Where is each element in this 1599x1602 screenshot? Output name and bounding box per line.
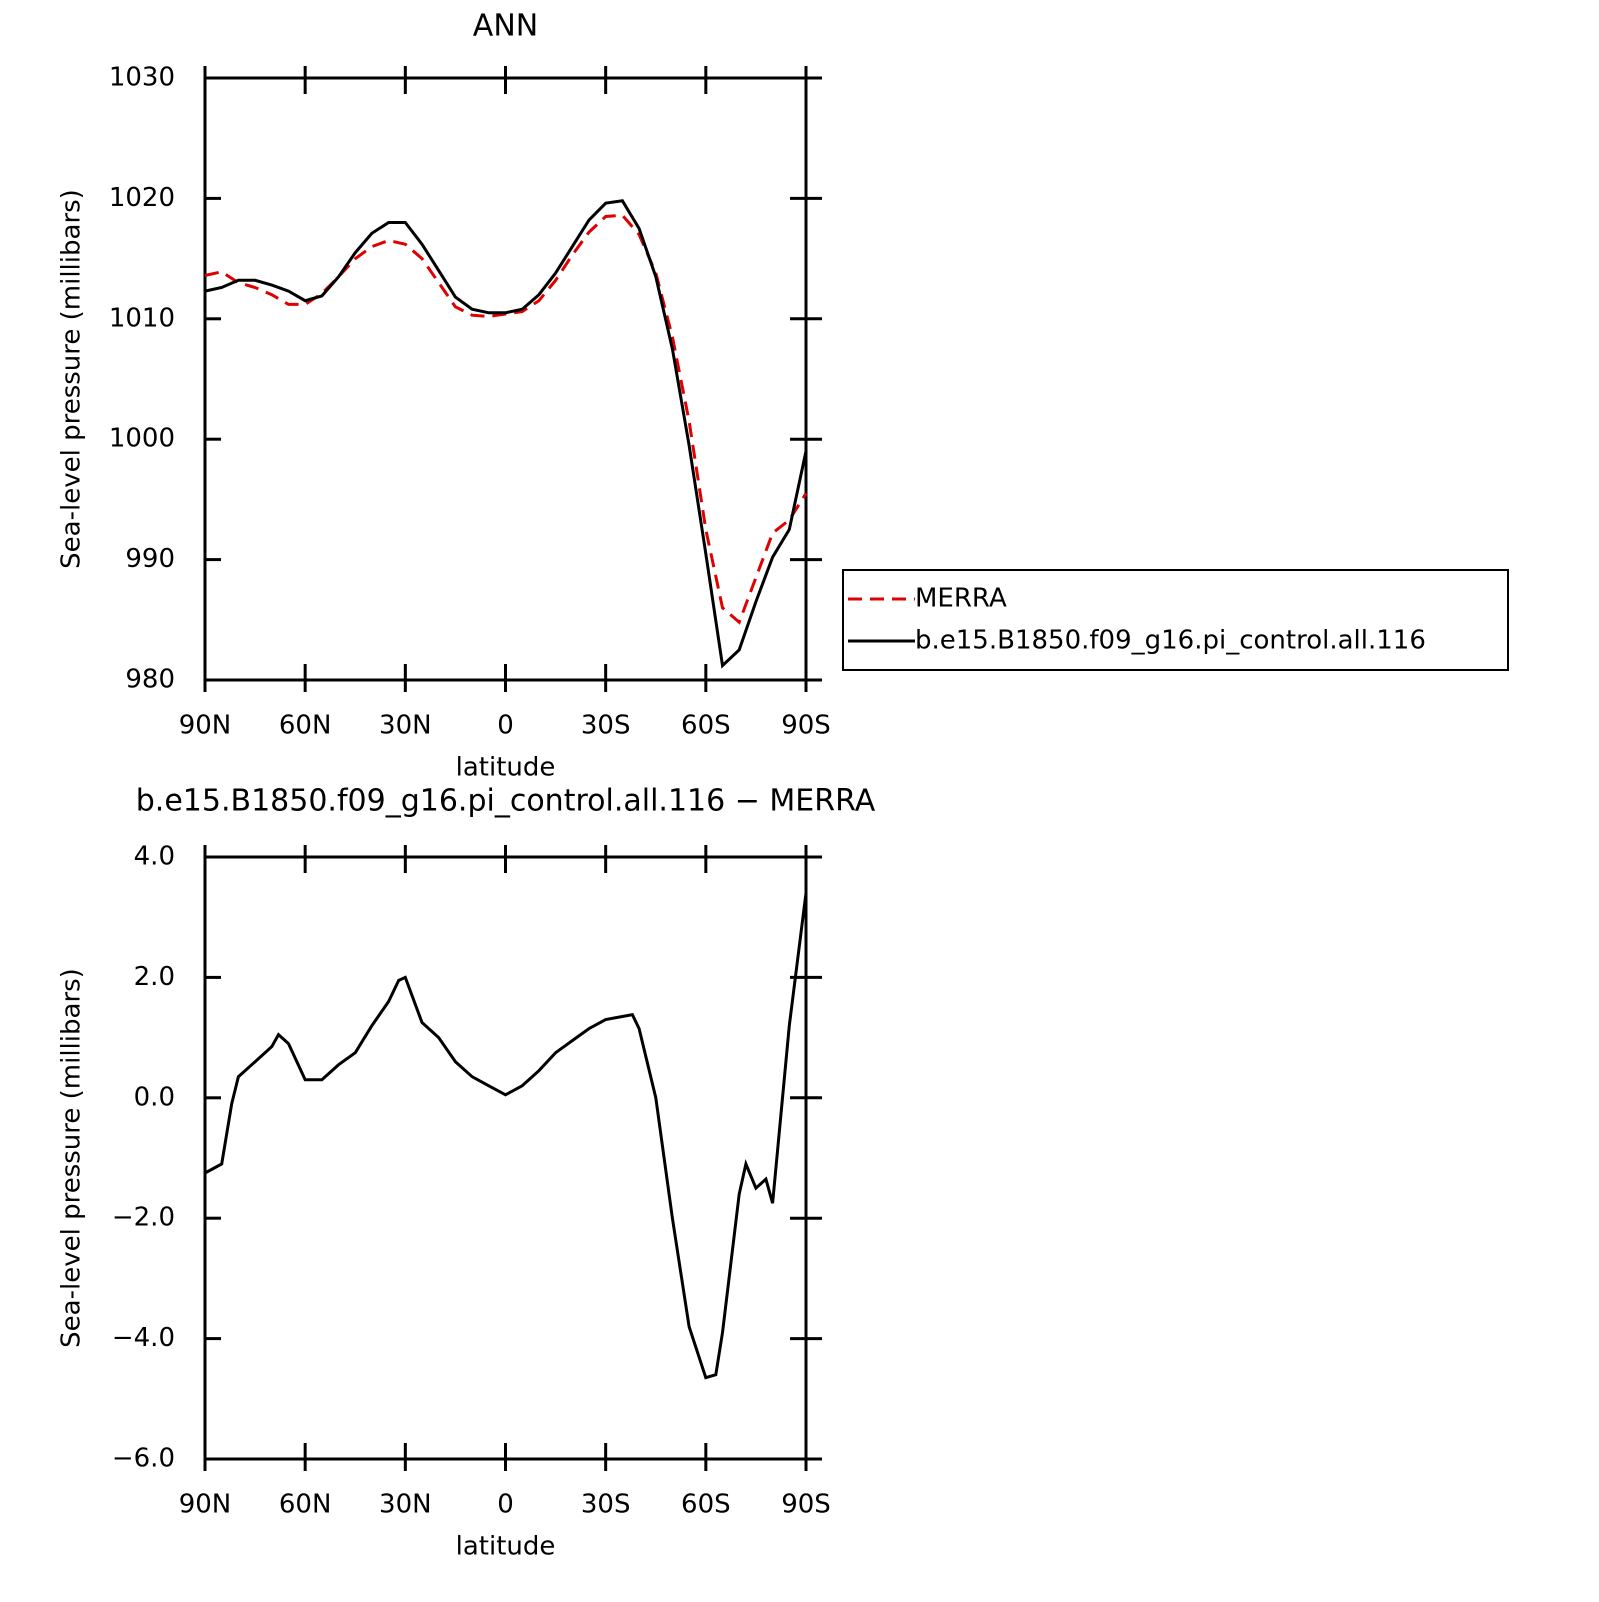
x-tick-label: 90S	[781, 1490, 831, 1520]
legend-label: MERRA	[915, 584, 1007, 614]
y-axis-label: Sea-level pressure (millibars)	[57, 968, 87, 1348]
y-tick-label: 990	[125, 544, 175, 574]
y-tick-label: 1020	[109, 183, 175, 213]
x-tick-label: 0	[497, 1490, 514, 1520]
y-tick-label: 1000	[109, 424, 175, 454]
x-tick-label: 60N	[279, 711, 332, 741]
x-tick-label: 90N	[179, 711, 232, 741]
y-axis-label: Sea-level pressure (millibars)	[57, 189, 87, 569]
x-tick-label: 30N	[379, 1490, 432, 1520]
y-tick-label: 980	[125, 665, 175, 695]
y-tick-label: 1030	[109, 63, 175, 93]
y-tick-label: −6.0	[112, 1444, 175, 1474]
x-tick-label: 60N	[279, 1490, 332, 1520]
x-tick-label: 60S	[681, 1490, 731, 1520]
y-tick-label: 0.0	[134, 1082, 175, 1112]
chart-title: b.e15.B1850.f09_g16.pi_control.all.116 −…	[136, 784, 876, 819]
x-tick-label: 60S	[681, 711, 731, 741]
data-line	[204, 213, 808, 625]
y-tick-label: −2.0	[112, 1203, 175, 1233]
x-tick-label: 90N	[179, 1490, 232, 1520]
legend-box	[842, 569, 1509, 671]
legend-label: b.e15.B1850.f09_g16.pi_control.all.116	[915, 626, 1426, 656]
x-axis-label: latitude	[456, 753, 556, 783]
x-tick-label: 30S	[581, 1490, 631, 1520]
x-tick-label: 90S	[781, 711, 831, 741]
y-tick-label: 1010	[109, 303, 175, 333]
y-tick-label: 4.0	[134, 842, 175, 872]
x-tick-label: 30S	[581, 711, 631, 741]
x-axis-label: latitude	[456, 1532, 556, 1562]
y-tick-label: 2.0	[134, 962, 175, 992]
x-tick-label: 0	[497, 711, 514, 741]
data-line	[204, 199, 808, 669]
chart-title: ANN	[473, 9, 538, 44]
plot-frame	[203, 76, 808, 682]
data-line	[204, 892, 808, 1380]
y-tick-label: −4.0	[112, 1323, 175, 1353]
x-tick-label: 30N	[379, 711, 432, 741]
